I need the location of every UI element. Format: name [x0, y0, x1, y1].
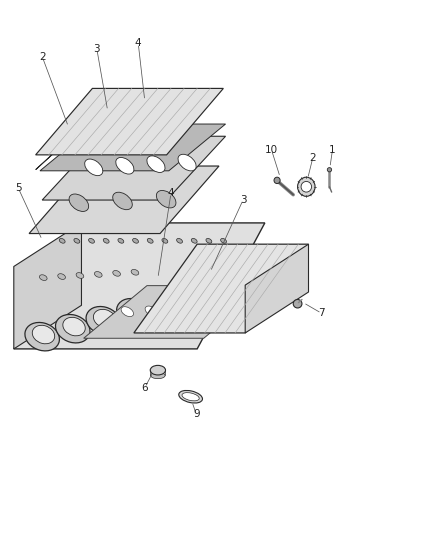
Ellipse shape [118, 238, 124, 243]
Ellipse shape [85, 159, 103, 176]
Ellipse shape [103, 238, 109, 243]
Polygon shape [84, 286, 267, 338]
Polygon shape [40, 124, 226, 171]
Ellipse shape [178, 154, 196, 171]
Ellipse shape [147, 156, 165, 173]
Ellipse shape [191, 238, 197, 243]
Ellipse shape [93, 309, 116, 328]
Ellipse shape [297, 177, 315, 196]
Ellipse shape [69, 194, 88, 212]
Ellipse shape [121, 306, 134, 317]
Ellipse shape [86, 306, 120, 335]
Ellipse shape [95, 272, 102, 277]
Polygon shape [42, 136, 226, 200]
Ellipse shape [145, 306, 158, 316]
Text: 7: 7 [318, 308, 325, 318]
Ellipse shape [124, 301, 146, 320]
Text: 10: 10 [265, 144, 278, 155]
Ellipse shape [113, 271, 120, 276]
Ellipse shape [179, 391, 202, 403]
Text: 3: 3 [240, 195, 246, 205]
Ellipse shape [58, 274, 65, 279]
Ellipse shape [116, 157, 134, 174]
Ellipse shape [206, 238, 212, 243]
Ellipse shape [117, 298, 151, 327]
Polygon shape [134, 244, 308, 333]
Text: 3: 3 [93, 44, 100, 53]
Text: 1: 1 [329, 144, 336, 155]
Ellipse shape [25, 322, 60, 351]
Ellipse shape [133, 238, 138, 243]
Ellipse shape [56, 314, 90, 343]
Ellipse shape [32, 325, 55, 344]
Ellipse shape [147, 238, 153, 243]
Text: 9: 9 [193, 409, 200, 419]
Text: 2: 2 [310, 152, 316, 163]
Ellipse shape [39, 274, 47, 280]
Ellipse shape [76, 273, 84, 278]
Polygon shape [14, 223, 81, 349]
Ellipse shape [63, 317, 85, 336]
Ellipse shape [274, 177, 280, 183]
Ellipse shape [293, 300, 302, 308]
Polygon shape [29, 166, 219, 233]
Ellipse shape [182, 393, 199, 401]
Text: 5: 5 [15, 183, 21, 193]
Ellipse shape [221, 238, 226, 243]
Ellipse shape [59, 238, 65, 243]
Polygon shape [245, 244, 308, 333]
Ellipse shape [193, 305, 205, 314]
Ellipse shape [327, 167, 332, 172]
Text: 6: 6 [141, 383, 148, 393]
Ellipse shape [151, 372, 165, 378]
Ellipse shape [301, 181, 311, 192]
Ellipse shape [150, 366, 166, 375]
Ellipse shape [156, 190, 176, 208]
Polygon shape [14, 223, 265, 349]
Ellipse shape [131, 270, 139, 275]
Ellipse shape [217, 304, 230, 314]
Ellipse shape [169, 305, 181, 316]
Ellipse shape [74, 238, 80, 243]
Ellipse shape [162, 238, 168, 243]
Text: 2: 2 [39, 52, 46, 61]
Text: 4: 4 [168, 188, 174, 198]
Ellipse shape [177, 238, 183, 243]
Polygon shape [35, 118, 93, 169]
Ellipse shape [88, 238, 95, 243]
Ellipse shape [113, 192, 132, 209]
Text: 4: 4 [135, 38, 141, 48]
Polygon shape [35, 88, 223, 155]
